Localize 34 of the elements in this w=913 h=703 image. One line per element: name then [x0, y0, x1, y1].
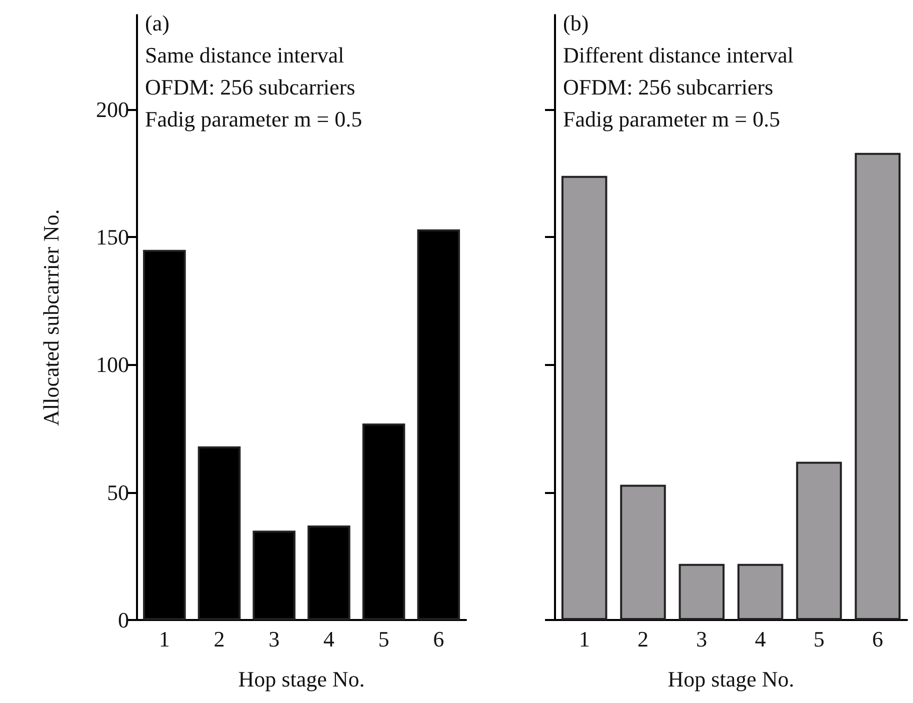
x-tick-label: 3	[696, 626, 708, 652]
x-tick-label: 6	[872, 626, 884, 652]
x-tick-label: 4	[323, 626, 334, 652]
annotation: OFDM: 256 subcarriers	[563, 74, 774, 100]
annotation: (b)	[563, 10, 589, 36]
bar	[796, 462, 842, 620]
y-axis-title: Allocated subcarrier No.	[38, 209, 64, 426]
y-tick-label: 100	[96, 352, 129, 378]
y-tick-label: 150	[96, 224, 129, 250]
x-tick-label: 5	[378, 626, 390, 652]
bar	[854, 152, 901, 620]
x-axis-title: Hop stage No.	[238, 666, 365, 692]
bar	[561, 176, 608, 620]
bar	[737, 564, 784, 620]
x-tick-label: 6	[433, 626, 444, 652]
x-tick-label: 5	[814, 626, 824, 652]
annotation: Same distance interval	[145, 42, 344, 68]
annotation: (a)	[145, 10, 170, 36]
x-tick-label: 2	[638, 626, 648, 652]
x-tick-label: 4	[754, 626, 766, 652]
x-tick-label: 3	[268, 626, 280, 652]
y-tick-label: 50	[107, 480, 129, 505]
x-tick-label: 2	[214, 626, 225, 652]
x-tick-label: 1	[578, 626, 590, 652]
annotation: OFDM: 256 subcarriers	[145, 74, 356, 100]
annotation: Fadig parameter m = 0.5	[563, 106, 780, 132]
bar	[620, 484, 666, 620]
y-tick-label: 0	[118, 608, 129, 632]
x-axis-title: Hop stage No.	[668, 666, 794, 692]
bar	[678, 564, 725, 620]
annotation: Fadig parameter m = 0.5	[145, 106, 362, 132]
y-tick-label: 200	[96, 96, 129, 122]
annotation: Different distance interval	[563, 42, 794, 68]
x-tick-label: 1	[158, 626, 170, 652]
